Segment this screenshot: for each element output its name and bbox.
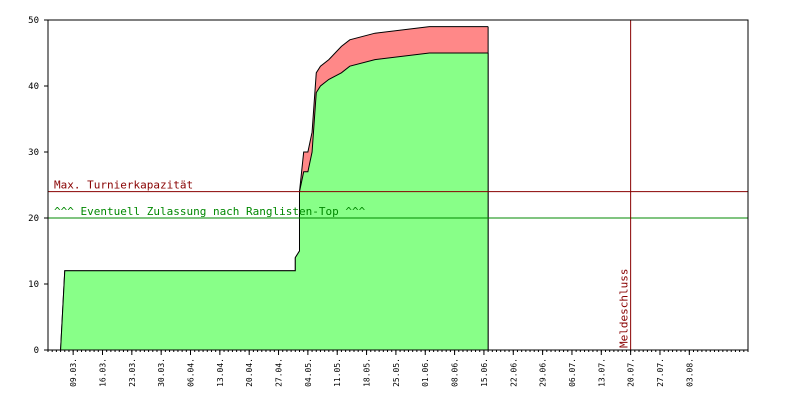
x-tick-label: 25.05. [392,358,401,387]
x-tick-label: 11.05. [333,358,342,387]
x-tick-label: 06.04. [187,358,196,387]
x-tick-label: 29.06. [539,358,548,387]
x-tick-label: 30.03. [157,358,166,387]
x-tick-label: 27.07. [656,358,665,387]
y-tick-label: 30 [28,148,39,158]
x-tick-label: 06.07. [568,358,577,387]
x-tick-label: 01.06. [421,358,430,387]
area-layer [60,26,489,351]
x-tick-label: 20.04. [245,358,254,387]
y-tick-label: 20 [28,214,39,224]
reference-label-2: ^^^ Eventuell Zulassung nach Ranglisten-… [54,205,366,218]
y-tick-label: 10 [28,280,39,290]
x-axis: 09.03. 16.03. 23.03. 30.03. 06.04. 13.04. 20.0… [47,350,749,387]
x-tick-label: 13.04. [216,358,225,387]
area-series-2 [60,53,489,350]
reference-label-1: Max. Turnierkapazität [54,179,193,192]
x-tick-label: 13.07. [597,358,606,387]
deadline-label-1: Meldeschluss [618,269,631,348]
x-tick-label: 20.07. [627,358,636,387]
y-tick-label: 0 [34,346,39,356]
x-tick-label: 16.03. [98,358,107,387]
x-tick-label: 08.06. [451,358,460,387]
x-tick-label: 23.03. [128,358,137,387]
reference-lines: Max. Turnierkapazität ^^^ Eventuell Zulas… [48,20,748,350]
x-tick-label: 22.06. [509,358,518,387]
plot-frame [47,19,749,351]
series-outline-2 [60,52,489,351]
x-tick-label: 03.08. [685,358,694,387]
y-axis: 0 10 20 30 40 50 [28,16,48,356]
x-tick-label: 27.04. [275,358,284,387]
x-tick-label: 09.03. [69,358,78,387]
y-tick-label: 50 [28,16,39,26]
x-tick-label: 04.05. [304,358,313,387]
x-tick-label: 15.06. [480,358,489,387]
y-tick-label: 40 [28,82,39,92]
x-tick-label: 18.05. [363,358,372,387]
